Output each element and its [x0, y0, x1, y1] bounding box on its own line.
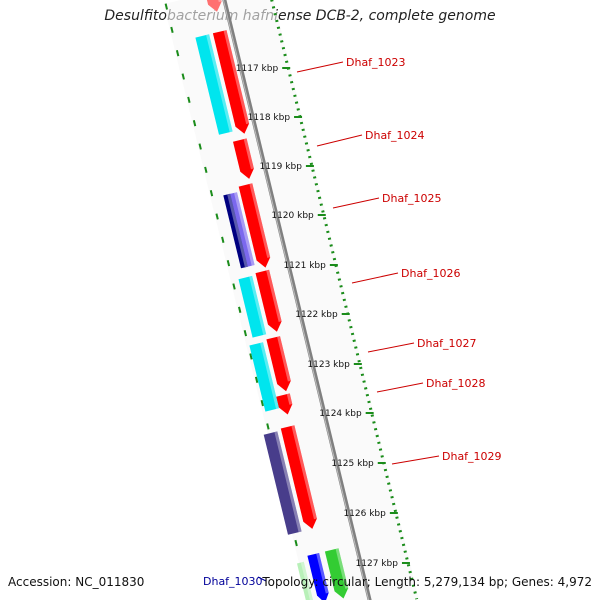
cds-dhaf-1025-bar-a-shade [234, 192, 255, 266]
gene-bottom-faint-shade [300, 561, 313, 600]
gene-label-dhaf-1024: Dhaf_1024 [365, 129, 425, 142]
gene-label-dhaf-1026: Dhaf_1026 [401, 267, 461, 280]
backbone-highlight [222, 0, 370, 600]
gene-label-leader [316, 134, 363, 147]
cds-dhaf-1029-bar [263, 431, 302, 535]
kbp-label: 1117 kbp [236, 64, 279, 74]
gene-label-leader [296, 61, 344, 73]
gene-dhaf-1026-arrow-shade [266, 269, 282, 322]
cds-dhaf-1026-bar [238, 275, 267, 338]
gene-label-leader [332, 197, 380, 209]
kbp-label: 1120 kbp [271, 211, 314, 221]
gene-label-leader [257, 576, 267, 582]
kbp-label: 1126 kbp [343, 509, 386, 519]
backbone-line [222, 0, 372, 600]
map-band [163, 0, 419, 600]
cds-dhaf-1027-bar-shade [260, 342, 279, 409]
accession-text: Accession: NC_011830 [8, 575, 145, 589]
gene-dhaf-1030-arrow-shade [335, 548, 349, 589]
gene-partial-top-arrow [206, 0, 222, 12]
cds-dhaf-1026-bar-shade [249, 275, 267, 335]
gene-label-dhaf-1023: Dhaf_1023 [346, 56, 406, 69]
kbp-label: 1121 kbp [283, 261, 326, 271]
gene-dhaf-1024-arrow [233, 138, 254, 179]
gene-label-dhaf-1029: Dhaf_1029 [442, 450, 502, 463]
gene-label-leader [367, 342, 415, 353]
kbp-label: 1118 kbp [248, 113, 291, 123]
kbp-label: 1127 kbp [356, 559, 399, 569]
gene-label-dhaf-1028: Dhaf_1028 [426, 377, 486, 390]
kbp-label: 1125 kbp [331, 459, 374, 469]
gene-dhaf-1029-arrow-shade [291, 425, 317, 520]
gene-label-leader [391, 455, 440, 465]
gene-label-leader [376, 382, 424, 393]
gene-dhaf-1029-arrow [280, 425, 317, 529]
cds-dhaf-1029-bar-shade [274, 431, 302, 533]
kbp-label: 1124 kbp [319, 409, 362, 419]
cds-dhaf-1025-bar-b-shade [227, 193, 248, 268]
gene-dhaf-1031-arrow [307, 553, 329, 600]
scale-ruler-left [270, 0, 419, 600]
topology-text: Topology: circular; Length: 5,279,134 bp… [262, 575, 592, 589]
gene-label-dhaf-1030: Dhaf_1030 [203, 575, 263, 588]
kbp-label: 1119 kbp [260, 162, 303, 172]
cds-dhaf-1027-bar [249, 342, 279, 412]
cds-dhaf-1025-bar-b [223, 193, 248, 269]
gene-bottom-faint [297, 561, 313, 600]
kbp-label: 1122 kbp [295, 310, 338, 320]
gene-partial-top-arrow-shade [218, 0, 222, 3]
cds-dhaf-1023-bar-shade [206, 34, 233, 133]
gene-label-dhaf-1025: Dhaf_1025 [382, 192, 442, 205]
gene-dhaf-1028-arrow-shade [286, 393, 293, 405]
gene-dhaf-1027-arrow-shade [277, 336, 291, 382]
gene-dhaf-1024-arrow-shade [243, 138, 254, 170]
gene-dhaf-1025-arrow-shade [249, 183, 271, 258]
gene-dhaf-1031-arrow-shade [316, 553, 329, 594]
gene-dhaf-1025-arrow [238, 183, 271, 268]
gene-dhaf-1027-arrow [266, 336, 291, 392]
gene-dhaf-1023-arrow-shade [223, 30, 250, 125]
gene-dhaf-1028-arrow [276, 393, 293, 415]
gene-label-leader [351, 272, 399, 284]
cds-dhaf-1023-bar [195, 34, 233, 135]
gene-dhaf-1023-arrow [212, 30, 250, 134]
gene-dhaf-1030-arrow [324, 548, 349, 599]
kbp-label: 1123 kbp [307, 360, 350, 370]
gene-dhaf-1026-arrow [255, 269, 282, 332]
gene-label-dhaf-1027: Dhaf_1027 [417, 337, 477, 350]
